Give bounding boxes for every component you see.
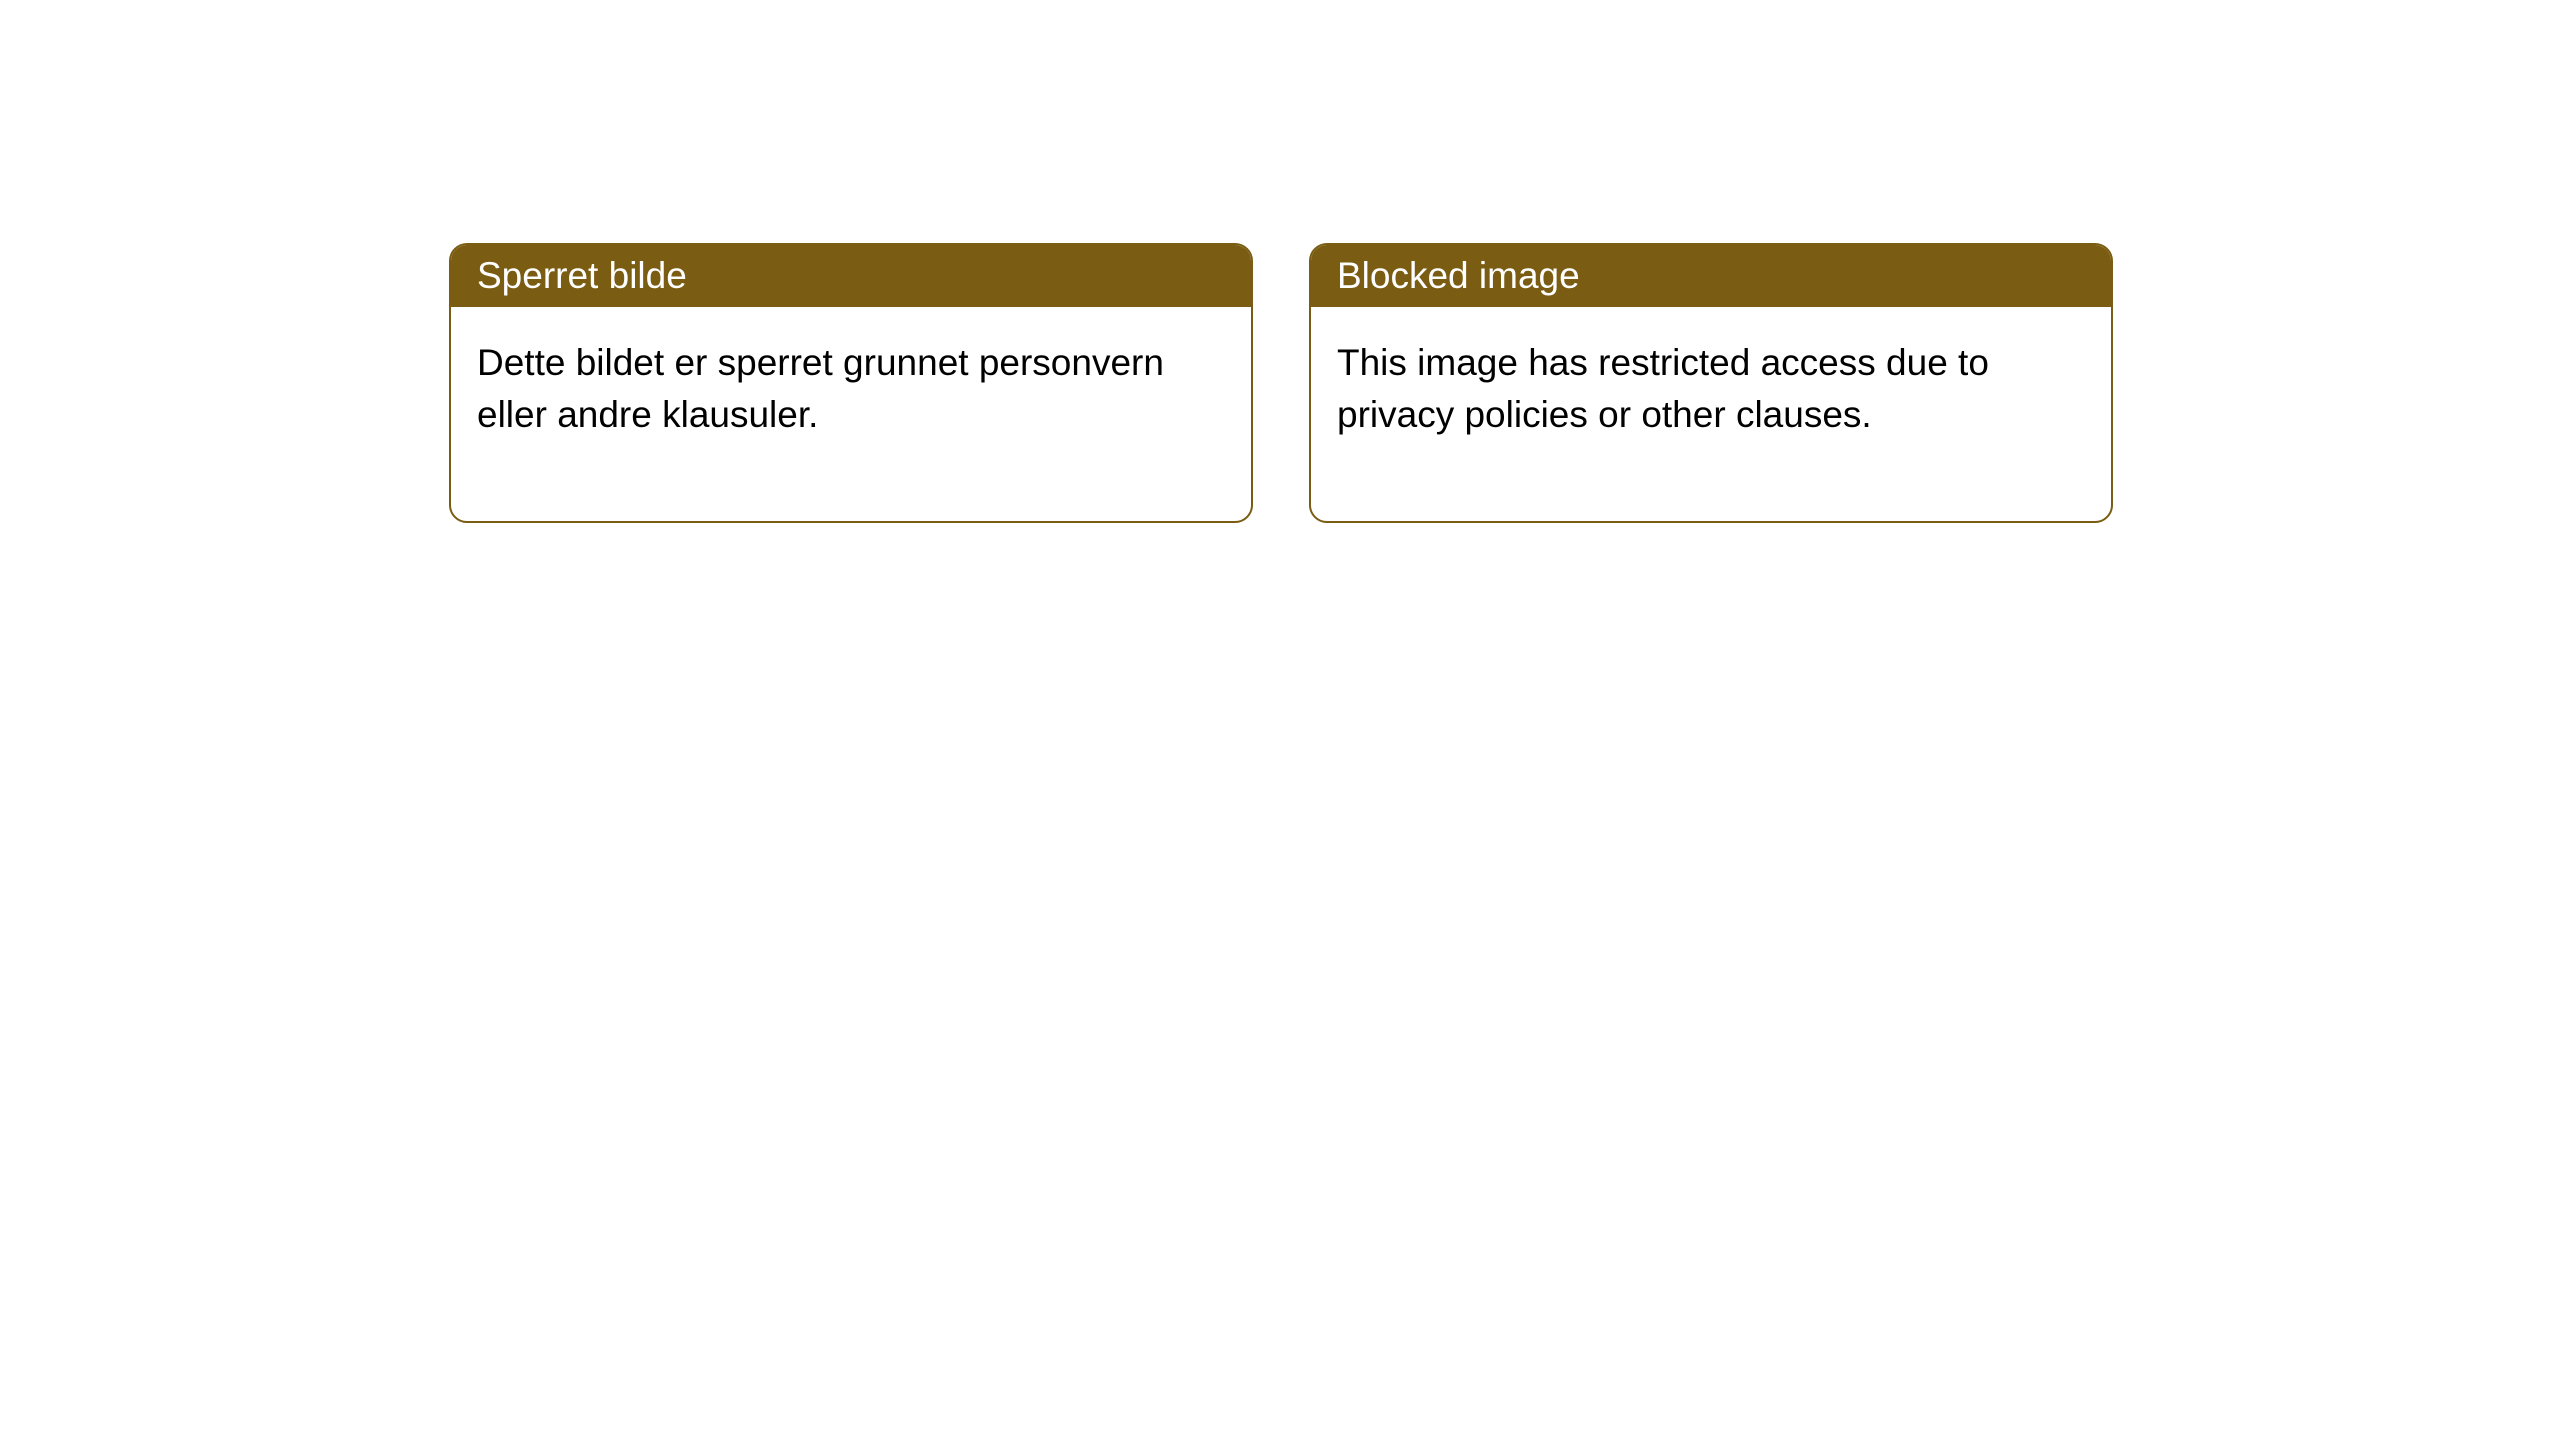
notice-card-english: Blocked image This image has restricted … [1309, 243, 2113, 523]
card-title: Sperret bilde [477, 255, 687, 296]
card-title: Blocked image [1337, 255, 1580, 296]
card-body: This image has restricted access due to … [1311, 307, 2111, 521]
card-header: Blocked image [1311, 245, 2111, 307]
card-message: This image has restricted access due to … [1337, 342, 1989, 435]
notice-container: Sperret bilde Dette bildet er sperret gr… [0, 0, 2560, 523]
card-message: Dette bildet er sperret grunnet personve… [477, 342, 1164, 435]
notice-card-norwegian: Sperret bilde Dette bildet er sperret gr… [449, 243, 1253, 523]
card-body: Dette bildet er sperret grunnet personve… [451, 307, 1251, 521]
card-header: Sperret bilde [451, 245, 1251, 307]
